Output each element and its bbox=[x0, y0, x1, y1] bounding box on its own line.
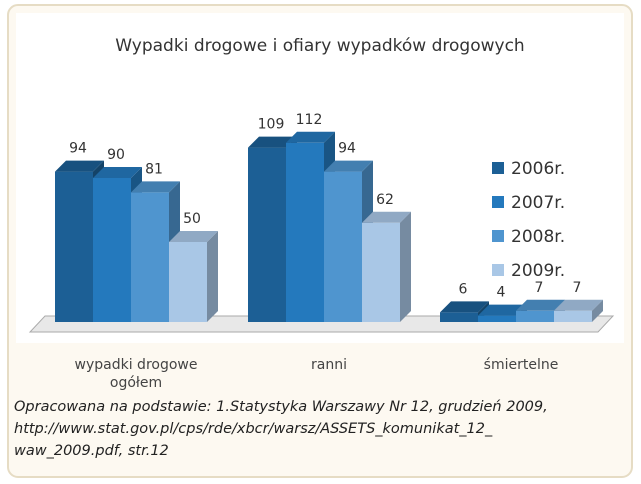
bar bbox=[362, 222, 400, 322]
chart-title: Wypadki drogowe i ofiary wypadków drogow… bbox=[115, 36, 524, 56]
bar-side bbox=[207, 231, 218, 322]
bar bbox=[516, 310, 554, 322]
data-label: 81 bbox=[145, 161, 163, 177]
x-tick-label: śmiertelne bbox=[483, 357, 559, 373]
bar-top bbox=[55, 160, 104, 172]
data-label: 62 bbox=[376, 192, 394, 208]
bar-top bbox=[93, 167, 142, 178]
legend-label: 2007r. bbox=[511, 193, 565, 213]
data-label: 6 bbox=[459, 281, 468, 297]
data-label: 109 bbox=[258, 117, 285, 133]
bar-top bbox=[478, 304, 527, 316]
data-label: 90 bbox=[107, 147, 125, 163]
data-label: 94 bbox=[69, 141, 87, 157]
legend-swatch bbox=[492, 264, 504, 276]
bar-top bbox=[324, 160, 373, 172]
bar-top bbox=[440, 301, 489, 313]
bar-top bbox=[248, 136, 297, 148]
legend-swatch bbox=[492, 230, 504, 242]
caption-line: waw_2009.pdf, str.12 bbox=[14, 443, 169, 459]
bar bbox=[324, 171, 362, 322]
bar-top bbox=[131, 181, 180, 193]
data-label: 50 bbox=[183, 211, 201, 227]
x-tick-label: ranni bbox=[311, 357, 347, 373]
bar bbox=[554, 310, 592, 322]
bar bbox=[248, 147, 286, 322]
caption-line: http://www.stat.gov.pl/cps/rde/xbcr/wars… bbox=[14, 421, 493, 437]
legend-label: 2009r. bbox=[511, 261, 565, 281]
bar-side bbox=[400, 211, 411, 322]
legend-swatch bbox=[492, 196, 504, 208]
bar bbox=[131, 192, 169, 322]
bar bbox=[286, 142, 324, 322]
data-label: 7 bbox=[535, 280, 544, 296]
legend-swatch bbox=[492, 162, 504, 174]
bar-side bbox=[592, 299, 603, 322]
caption-line: Opracowana na podstawie: 1.Statystyka Wa… bbox=[14, 399, 548, 415]
bar bbox=[478, 315, 516, 322]
bar-top bbox=[516, 299, 565, 311]
data-label: 4 bbox=[497, 285, 506, 301]
data-label: 94 bbox=[338, 141, 356, 157]
caption: Opracowana na podstawie: 1.Statystyka Wa… bbox=[14, 396, 548, 462]
data-label: 112 bbox=[296, 112, 323, 128]
bar-top bbox=[362, 211, 411, 223]
bar bbox=[440, 312, 478, 322]
legend-label: 2006r. bbox=[511, 159, 565, 179]
bar bbox=[55, 171, 93, 322]
bar-top bbox=[169, 231, 218, 242]
bar-top bbox=[554, 299, 603, 311]
bar-top bbox=[286, 131, 335, 143]
x-tick-label: wypadki drogowe ogółem bbox=[74, 357, 198, 391]
bar bbox=[93, 178, 131, 322]
bar bbox=[169, 242, 207, 322]
legend-label: 2008r. bbox=[511, 227, 565, 247]
data-label: 7 bbox=[573, 280, 582, 296]
